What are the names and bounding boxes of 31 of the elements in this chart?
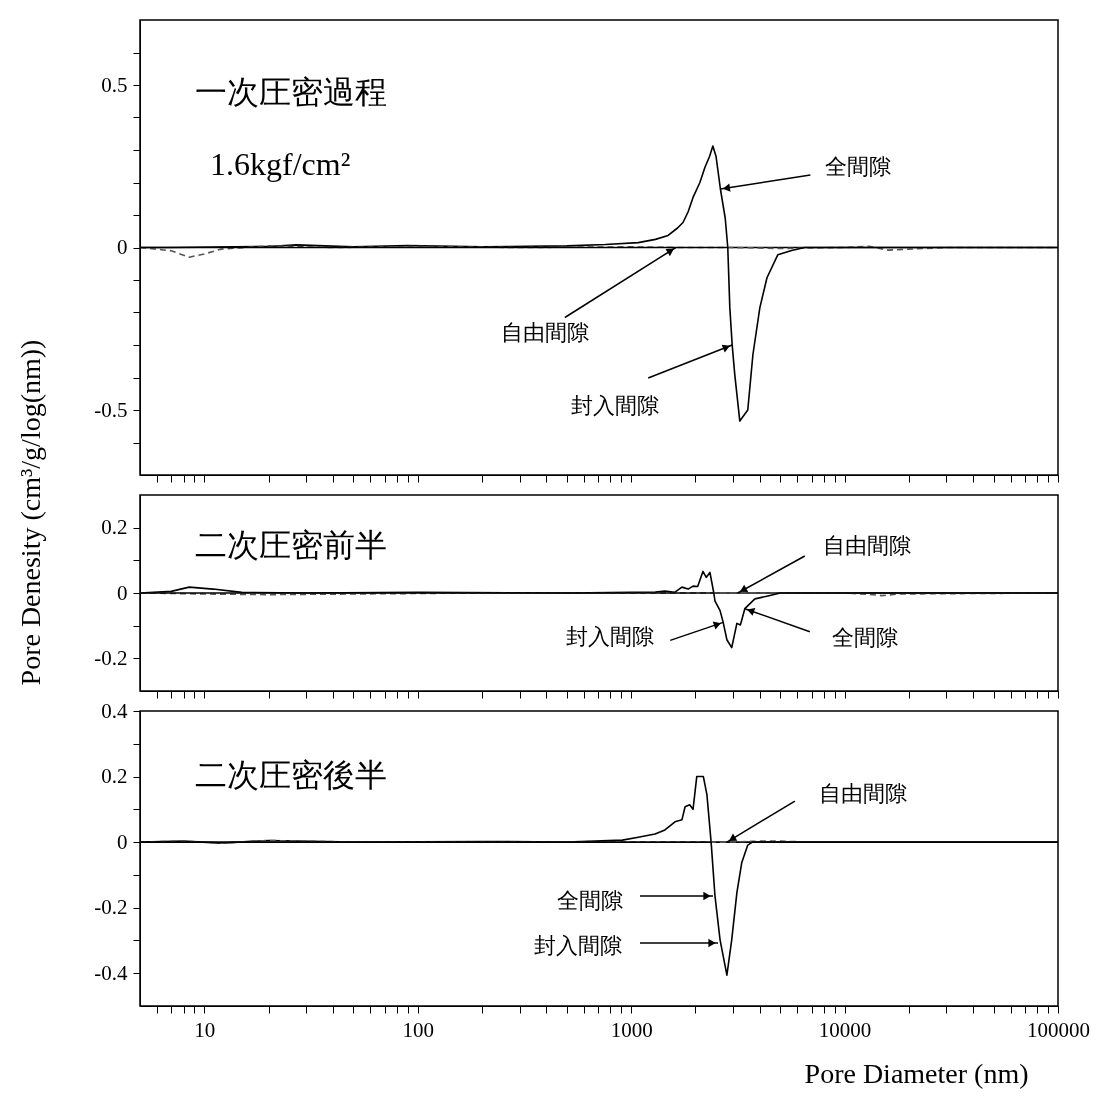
x-tick-label: 100 — [402, 1017, 434, 1042]
y-tick-label: 0.5 — [101, 72, 128, 97]
x-tick-label: 10000 — [818, 1017, 872, 1042]
annotation: 1.6kgf/cm² — [210, 146, 351, 182]
y-tick-label: 0.4 — [101, 698, 128, 723]
y-tick-label: 0 — [117, 580, 128, 605]
x-tick-label: 100000 — [1027, 1017, 1090, 1042]
y-tick-label: 0.2 — [101, 515, 128, 540]
annotation: 自由間隙 — [818, 781, 907, 807]
y-tick-label: 0 — [117, 235, 128, 259]
y-tick-label: -0.2 — [94, 645, 128, 670]
annotation: 全間隙 — [831, 624, 898, 650]
text: 二次圧密後半 — [195, 756, 387, 794]
y-tick-label: -0.4 — [94, 960, 128, 985]
annotation: 封入間隙 — [571, 393, 660, 418]
annotation: 自由間隙 — [822, 533, 911, 558]
annotation: 封入間隙 — [566, 624, 655, 650]
x-tick-label: 10 — [194, 1017, 216, 1042]
annotation: 全間隙 — [557, 888, 623, 913]
annotation: 封入間隙 — [534, 933, 622, 958]
y-tick-label: 0 — [117, 829, 128, 854]
annotation: 全間隙 — [825, 154, 892, 179]
x-tick-label: 1000 — [610, 1017, 653, 1042]
text: 二次圧密前半 — [195, 526, 387, 564]
y-axis-title: Pore Denesity (cm³/g/log(nm)) — [14, 339, 46, 686]
x-axis-title: Pore Diameter (nm) — [804, 1057, 1029, 1089]
y-tick-label: 0.2 — [101, 764, 128, 789]
y-tick-label: -0.5 — [94, 397, 128, 422]
y-tick-label: -0.2 — [94, 895, 128, 920]
text: 一次圧密過程 — [195, 73, 387, 111]
annotation: 自由間隙 — [500, 319, 589, 345]
